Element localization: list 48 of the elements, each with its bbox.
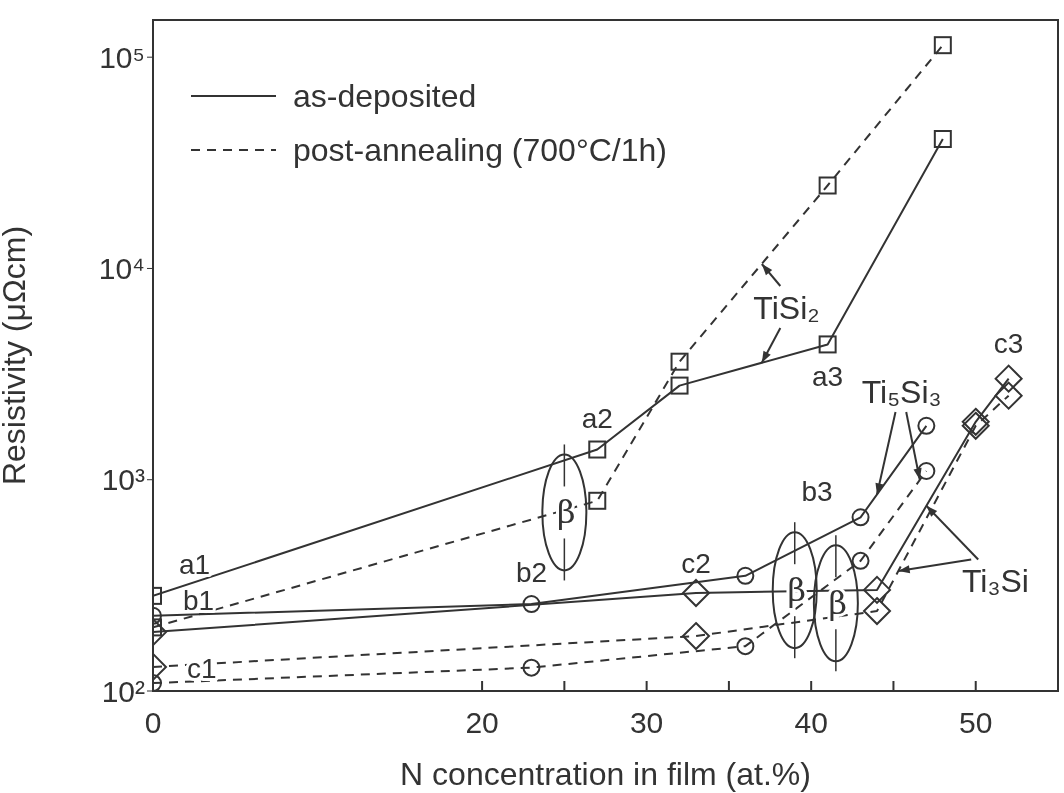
annotation: c1 bbox=[187, 653, 217, 685]
y-tick-label: 10⁴ bbox=[98, 252, 145, 286]
point bbox=[863, 575, 891, 604]
annotation: β bbox=[828, 584, 848, 623]
point bbox=[917, 416, 936, 435]
point bbox=[588, 491, 607, 510]
y-tick-label: 10² bbox=[101, 674, 146, 708]
point bbox=[736, 637, 755, 656]
annotation: c2 bbox=[681, 548, 711, 579]
point bbox=[682, 579, 710, 607]
annotation: Ti₅Si₃ bbox=[861, 374, 942, 411]
point bbox=[851, 508, 870, 527]
annotation: b2 bbox=[515, 557, 548, 589]
legend-label: post-annealing (700°C/1h) bbox=[293, 132, 667, 168]
legend-label: as-deposited bbox=[293, 78, 477, 114]
point bbox=[522, 658, 541, 677]
annotation: b1 bbox=[183, 584, 215, 616]
point bbox=[818, 335, 837, 354]
y-tick-label: 10³ bbox=[101, 463, 146, 497]
y-tick-label: 10⁵ bbox=[99, 40, 145, 74]
point bbox=[851, 551, 870, 570]
point bbox=[994, 364, 1023, 393]
y-axis-title: Resistivity (μΩcm) bbox=[0, 225, 33, 486]
point bbox=[933, 130, 952, 149]
point bbox=[522, 595, 541, 614]
point bbox=[933, 36, 952, 55]
x-tick-label: 30 bbox=[629, 706, 664, 739]
annotation: a1 bbox=[179, 548, 211, 580]
point bbox=[588, 440, 607, 459]
x-tick-label: 40 bbox=[794, 706, 828, 739]
annotation: a2 bbox=[581, 402, 613, 434]
point bbox=[863, 597, 891, 626]
x-tick-label: 20 bbox=[465, 706, 499, 739]
annotation: Ti₃Si bbox=[962, 563, 1029, 600]
x-tick-label: 50 bbox=[959, 706, 993, 739]
annotation: TiSi₂ bbox=[753, 289, 820, 326]
annotation: b3 bbox=[801, 476, 833, 508]
point bbox=[682, 622, 710, 651]
x-axis-title: N concentration in film (at.%) bbox=[400, 756, 811, 792]
point bbox=[670, 352, 689, 371]
point bbox=[994, 381, 1023, 410]
point bbox=[917, 461, 936, 480]
x-tick-label: 0 bbox=[144, 706, 162, 739]
point bbox=[736, 566, 755, 585]
point bbox=[818, 176, 837, 195]
annotation: a3 bbox=[812, 361, 844, 393]
point bbox=[670, 376, 689, 395]
annotation: c3 bbox=[993, 327, 1024, 359]
